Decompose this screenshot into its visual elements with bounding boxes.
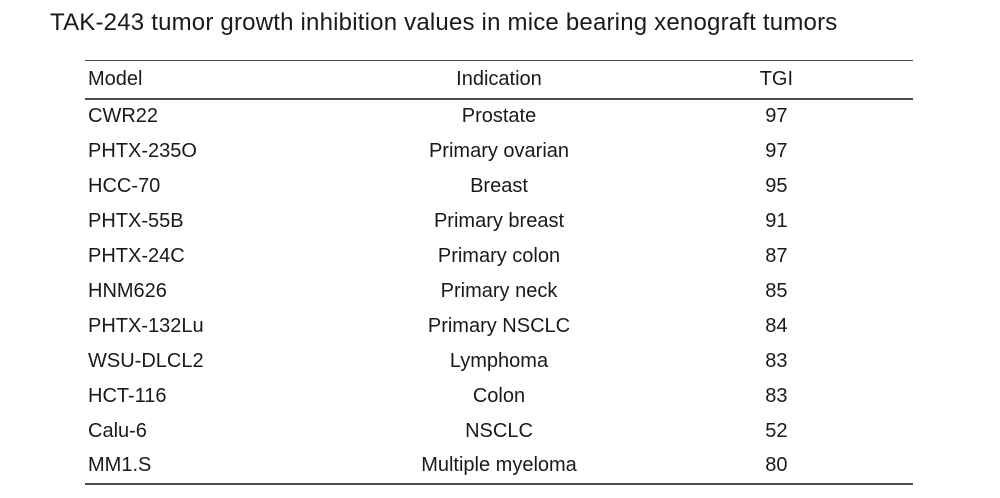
table-cell-indication: NSCLC <box>465 419 533 442</box>
table-cell-indication: Lymphoma <box>449 349 549 372</box>
table-cell-indication: Multiple myeloma <box>421 454 577 476</box>
table-cell-tgi: 83 <box>765 384 788 407</box>
table-header-row: Model Indication TGI <box>85 60 913 100</box>
table-row: PHTX-235O Primary ovarian 97 <box>85 134 913 169</box>
table-row: HCT-116 Colon 83 <box>85 379 913 414</box>
table-row: PHTX-55B Primary breast 91 <box>85 204 913 239</box>
table-cell-indication: Primary NSCLC <box>427 314 571 337</box>
table-cell-model: CWR22 <box>88 105 159 127</box>
table-row: WSU-DLCL2 Lymphoma 83 <box>85 344 913 379</box>
table-row: MM1.S Multiple myeloma 80 <box>85 449 913 484</box>
table-cell-model: PHTX-235O <box>88 139 197 162</box>
table-cell-indication: Primary colon <box>437 244 561 267</box>
table-cell-tgi: 83 <box>765 349 788 372</box>
table-row: HCC-70 Breast 95 <box>85 169 913 204</box>
table-row: PHTX-24C Primary colon 87 <box>85 239 913 274</box>
table-cell-model: PHTX-24C <box>88 244 185 267</box>
table-cell-model: MM1.S <box>88 454 152 476</box>
table-row: PHTX-132Lu Primary NSCLC 84 <box>85 309 913 344</box>
table-cell-indication: Colon <box>472 384 526 407</box>
table-cell-indication: Primary neck <box>440 279 558 302</box>
column-header-indication: Indication <box>358 60 640 100</box>
table-cell-model: PHTX-132Lu <box>88 314 204 337</box>
table-cell-model: WSU-DLCL2 <box>88 349 204 372</box>
table-cell-indication: Primary breast <box>433 209 564 232</box>
table-cell-tgi: 91 <box>765 209 788 232</box>
table-cell-tgi: 85 <box>765 279 788 302</box>
table-cell-tgi: 97 <box>765 139 788 162</box>
column-header-tgi: TGI <box>639 60 913 100</box>
table-cell-model: HCC-70 <box>88 174 161 197</box>
figure-title: TAK-243 tumor growth inhibition values i… <box>50 9 838 36</box>
table-header: Model Indication TGI <box>85 60 913 100</box>
table-cell-tgi: 95 <box>765 174 788 197</box>
table-cell-model: PHTX-55B <box>88 209 184 232</box>
table-row: CWR22 Prostate 97 <box>85 99 913 134</box>
table-row: HNM626 Primary neck 85 <box>85 274 913 309</box>
table-cell-model: HNM626 <box>88 279 167 302</box>
table-body: CWR22 Prostate 97 PHTX-235O Primary ovar… <box>85 99 913 484</box>
table-cell-model: Calu-6 <box>88 419 147 442</box>
table-cell-model: HCT-116 <box>88 384 167 407</box>
table-cell-tgi: 80 <box>765 454 788 476</box>
table-row: Calu-6 NSCLC 52 <box>85 414 913 449</box>
table-cell-tgi: 84 <box>765 314 788 337</box>
table-cell-indication: Prostate <box>461 105 537 127</box>
table-cell-indication: Primary ovarian <box>428 139 570 162</box>
column-header-model: Model <box>85 60 359 100</box>
table-cell-tgi: 87 <box>765 244 788 267</box>
table-cell-indication: Breast <box>470 174 528 197</box>
table-cell-tgi: 52 <box>765 419 788 442</box>
table-cell-tgi: 97 <box>765 105 788 127</box>
tgi-table: Model Indication TGI CWR22 Prostate 97 P… <box>85 60 913 485</box>
